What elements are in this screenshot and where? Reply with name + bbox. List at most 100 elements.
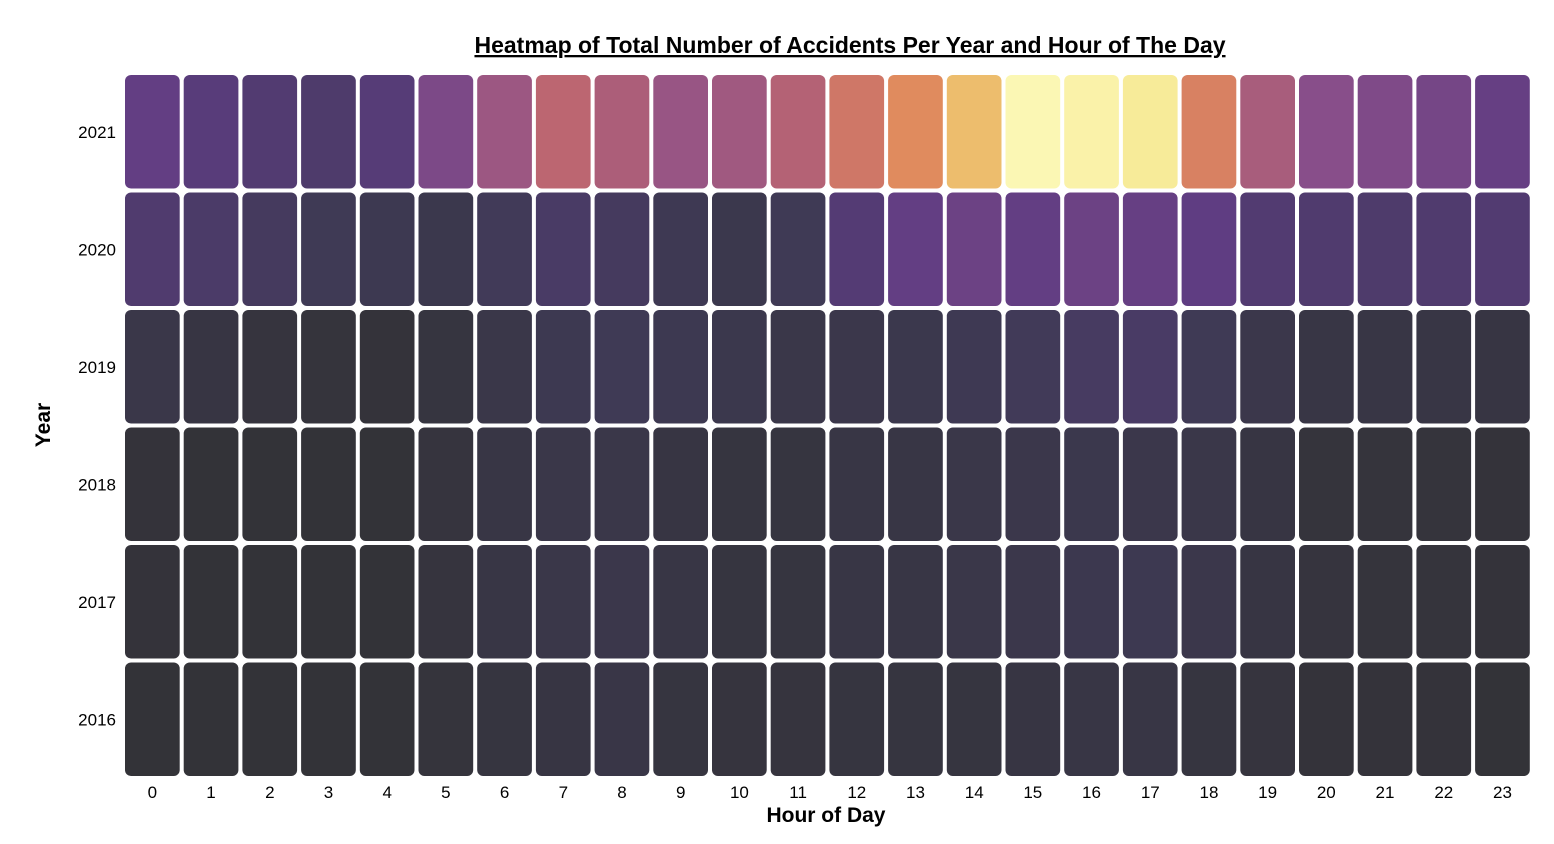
y-tick-label: 2020 bbox=[78, 240, 116, 259]
heatmap-cell-2017-5 bbox=[418, 545, 474, 659]
heatmap-cell-2019-14 bbox=[946, 310, 1002, 424]
heatmap-cell-2020-23 bbox=[1475, 192, 1530, 306]
heatmap-cell-2017-8 bbox=[594, 545, 650, 659]
heatmap-cell-2017-12 bbox=[829, 545, 885, 659]
heatmap-cell-2019-8 bbox=[594, 310, 650, 424]
heatmap-cell-2016-17 bbox=[1122, 662, 1178, 776]
heatmap-cell-2018-21 bbox=[1357, 427, 1413, 541]
heatmap-cell-2021-20 bbox=[1299, 75, 1354, 189]
heatmap-cell-2019-7 bbox=[535, 310, 591, 424]
heatmap-cell-2018-20 bbox=[1299, 427, 1354, 541]
heatmap-cell-2018-18 bbox=[1181, 427, 1237, 541]
heatmap-cell-2016-16 bbox=[1064, 662, 1119, 776]
heatmap-cell-2017-20 bbox=[1299, 545, 1354, 659]
heatmap-cell-2021-17 bbox=[1122, 75, 1178, 189]
heatmap-cell-2019-6 bbox=[477, 310, 532, 424]
x-tick-label: 3 bbox=[324, 783, 333, 802]
heatmap-cell-2018-4 bbox=[359, 427, 415, 541]
x-tick-label: 22 bbox=[1434, 783, 1453, 802]
heatmap-cell-2016-1 bbox=[183, 662, 239, 776]
x-tick-label: 15 bbox=[1023, 783, 1042, 802]
heatmap-cell-2021-6 bbox=[477, 75, 532, 189]
heatmap-cell-2018-22 bbox=[1416, 427, 1472, 541]
heatmap-cell-2020-18 bbox=[1181, 192, 1237, 306]
heatmap-cell-2017-11 bbox=[770, 545, 826, 659]
heatmap-cell-2021-14 bbox=[946, 75, 1002, 189]
x-axis-ticks: 0 1 2 3 4 5 6 7 8 9 10 11 12 13 14 15 16 17 18 19 20 21 22 23 bbox=[148, 783, 1512, 802]
heatmap-cell-2021-12 bbox=[829, 75, 885, 189]
heatmap-cell-2017-13 bbox=[888, 545, 943, 659]
heatmap-cell-2020-16 bbox=[1064, 192, 1119, 306]
heatmap-cell-2020-20 bbox=[1299, 192, 1354, 306]
heatmap-cell-2017-3 bbox=[301, 545, 356, 659]
heatmap-cell-2016-12 bbox=[829, 662, 885, 776]
heatmap-cell-2021-19 bbox=[1240, 75, 1295, 189]
heatmap-cell-2018-13 bbox=[888, 427, 943, 541]
heatmap-cell-2021-4 bbox=[359, 75, 415, 189]
heatmap-cell-2016-7 bbox=[535, 662, 591, 776]
heatmap-cell-2021-18 bbox=[1181, 75, 1237, 189]
heatmap-cell-2019-11 bbox=[770, 310, 826, 424]
heatmap-cell-2016-19 bbox=[1240, 662, 1295, 776]
heatmap-cell-2020-11 bbox=[770, 192, 826, 306]
heatmap-cell-2017-14 bbox=[946, 545, 1002, 659]
heatmap-cell-2020-7 bbox=[535, 192, 591, 306]
x-tick-label: 11 bbox=[789, 783, 807, 802]
x-tick-label: 16 bbox=[1082, 783, 1101, 802]
heatmap-cell-2018-3 bbox=[301, 427, 356, 541]
x-tick-label: 8 bbox=[617, 783, 626, 802]
heatmap-cell-2016-0 bbox=[125, 662, 180, 776]
x-tick-label: 2 bbox=[265, 783, 274, 802]
heatmap-cell-2017-17 bbox=[1122, 545, 1178, 659]
heatmap-cell-2017-0 bbox=[125, 545, 180, 659]
heatmap-cell-2019-22 bbox=[1416, 310, 1472, 424]
x-tick-label: 14 bbox=[965, 783, 984, 802]
heatmap-cell-2021-3 bbox=[301, 75, 356, 189]
heatmap-cell-2017-4 bbox=[359, 545, 415, 659]
heatmap-cell-2016-5 bbox=[418, 662, 474, 776]
heatmap-cell-2016-21 bbox=[1357, 662, 1413, 776]
x-tick-label: 10 bbox=[730, 783, 749, 802]
x-tick-label: 4 bbox=[382, 783, 391, 802]
heatmap-cell-2020-21 bbox=[1357, 192, 1413, 306]
y-tick-label: 2016 bbox=[78, 710, 116, 729]
x-tick-label: 23 bbox=[1493, 783, 1512, 802]
heatmap-cell-2018-17 bbox=[1122, 427, 1178, 541]
heatmap-cell-2018-23 bbox=[1475, 427, 1530, 541]
heatmap-cell-2017-18 bbox=[1181, 545, 1237, 659]
heatmap-cell-2021-9 bbox=[653, 75, 708, 189]
y-axis-label: Year bbox=[32, 403, 55, 447]
heatmap-cell-2020-12 bbox=[829, 192, 885, 306]
heatmap-cell-2016-23 bbox=[1475, 662, 1530, 776]
heatmap-cell-2020-15 bbox=[1005, 192, 1061, 306]
heatmap-cell-2019-10 bbox=[712, 310, 767, 424]
heatmap-cell-2021-15 bbox=[1005, 75, 1061, 189]
heatmap-cell-2021-5 bbox=[418, 75, 474, 189]
heatmap-cell-2017-10 bbox=[712, 545, 767, 659]
heatmap-cell-2019-20 bbox=[1299, 310, 1354, 424]
heatmap-cell-2019-21 bbox=[1357, 310, 1413, 424]
x-tick-label: 19 bbox=[1258, 783, 1277, 802]
heatmap-cell-2016-6 bbox=[477, 662, 532, 776]
heatmap-cell-2017-22 bbox=[1416, 545, 1472, 659]
heatmap-cell-2017-19 bbox=[1240, 545, 1295, 659]
heatmap-cell-2021-16 bbox=[1064, 75, 1119, 189]
heatmap-cell-2020-3 bbox=[301, 192, 356, 306]
heatmap-cell-2021-23 bbox=[1475, 75, 1530, 189]
heatmap-cell-2016-15 bbox=[1005, 662, 1061, 776]
y-tick-label: 2018 bbox=[78, 475, 116, 494]
heatmap-cell-2016-4 bbox=[359, 662, 415, 776]
x-tick-label: 7 bbox=[559, 783, 568, 802]
heatmap-cell-2021-22 bbox=[1416, 75, 1472, 189]
heatmap-cell-2017-7 bbox=[535, 545, 591, 659]
heatmap-cell-2020-10 bbox=[712, 192, 767, 306]
heatmap-cell-2018-15 bbox=[1005, 427, 1061, 541]
heatmap-cell-2016-18 bbox=[1181, 662, 1237, 776]
heatmap-cell-2021-0 bbox=[125, 75, 180, 189]
x-tick-label: 13 bbox=[906, 783, 925, 802]
heatmap-cell-2018-9 bbox=[653, 427, 708, 541]
heatmap-cell-2019-15 bbox=[1005, 310, 1061, 424]
heatmap-cell-2016-8 bbox=[594, 662, 650, 776]
y-axis-ticks: 2021 2020 2019 2018 2017 2016 bbox=[78, 123, 116, 729]
heatmap-cell-2018-10 bbox=[712, 427, 767, 541]
